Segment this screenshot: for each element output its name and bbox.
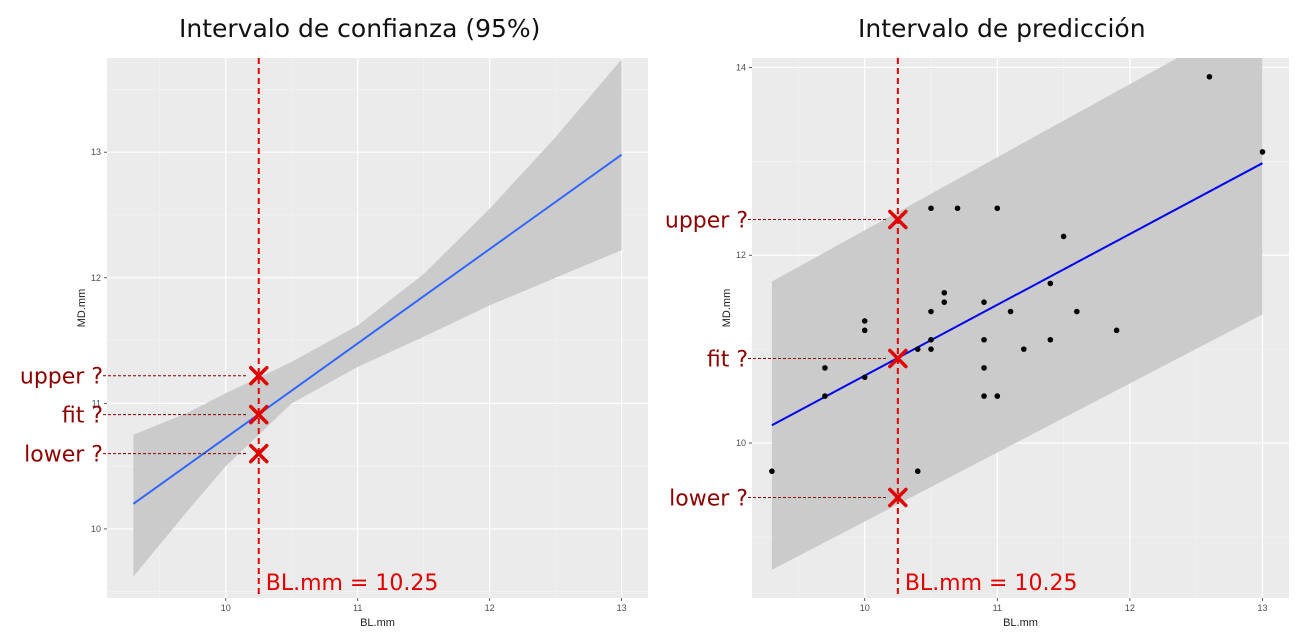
data-point — [1113, 327, 1120, 334]
reference-line-label: BL.mm = 10.25 — [905, 571, 1078, 596]
reference-line-label: BL.mm = 10.25 — [266, 571, 439, 596]
marker-x-lower — [888, 487, 908, 508]
data-point — [954, 205, 961, 212]
annotation-lower: lower ? — [24, 443, 103, 468]
data-point — [1047, 336, 1054, 343]
chart-panel-prediction: 10 11 12 13 10 12 14 BL.mm = 10.25 upper ? fit ? l… — [665, 58, 1289, 629]
y-axis-title: MD.mm — [76, 289, 88, 328]
y-axis-title: MD.mm — [721, 289, 733, 328]
data-point — [914, 468, 921, 475]
data-point — [981, 393, 987, 399]
y-tick-label: 10 — [91, 524, 101, 534]
data-point — [1206, 73, 1213, 80]
marker-x-fit — [888, 348, 908, 369]
plot-content-confidence — [132, 59, 623, 577]
data-point — [994, 393, 1001, 399]
x-tick-label: 13 — [1257, 603, 1267, 613]
data-point — [941, 299, 948, 305]
chart-title-prediction: Intervalo de predicción — [858, 14, 1146, 43]
data-point — [928, 308, 934, 315]
marker-x-fit — [248, 404, 269, 425]
marker-x-upper — [888, 209, 908, 230]
x-tick-label: 10 — [221, 603, 231, 613]
data-point — [994, 205, 1001, 212]
data-point — [861, 318, 868, 324]
regression-line — [132, 153, 623, 505]
data-point — [1047, 280, 1054, 287]
marker-x-lower — [248, 443, 269, 464]
chart-panel-confidence: 10 11 12 13 10 11 12 13 BL.mm = 10.25 upper ? fit … — [20, 58, 648, 629]
annotation-upper: upper ? — [20, 365, 103, 390]
data-point — [981, 365, 987, 371]
y-tick-label: 13 — [91, 147, 101, 157]
data-point — [1007, 308, 1014, 315]
prediction-band — [771, 58, 1263, 570]
data-point — [769, 468, 775, 475]
data-point — [822, 393, 828, 399]
data-point — [928, 346, 934, 352]
annotation-fit: fit ? — [62, 404, 103, 429]
data-point — [914, 346, 921, 352]
x-tick-label: 11 — [993, 603, 1002, 613]
x-tick-label: 13 — [617, 603, 627, 613]
y-tick-label: 11 — [92, 398, 101, 408]
y-tick-label: 10 — [736, 438, 746, 448]
x-axis-title: BL.mm — [1003, 617, 1038, 629]
x-axis-title: BL.mm — [360, 617, 395, 629]
y-tick-label: 14 — [736, 62, 746, 72]
x-tick-label: 10 — [860, 603, 870, 613]
data-point — [1259, 149, 1266, 155]
x-tick-label: 12 — [485, 603, 495, 613]
y-tick-label: 12 — [91, 273, 101, 283]
data-point — [822, 365, 828, 371]
annotation-fit: fit ? — [707, 348, 748, 373]
data-point — [1074, 308, 1080, 315]
annotation-lower: lower ? — [669, 487, 748, 512]
data-point — [941, 289, 948, 296]
data-point — [981, 299, 987, 305]
confidence-band — [133, 59, 622, 577]
x-tick-label: 12 — [1125, 603, 1135, 613]
data-point — [1021, 346, 1027, 352]
marker-x-upper — [248, 365, 269, 386]
data-point — [861, 327, 868, 334]
annotation-upper: upper ? — [665, 209, 748, 234]
x-tick-label: 11 — [353, 603, 362, 613]
data-point — [928, 336, 934, 343]
y-tick-label: 12 — [736, 250, 746, 260]
data-point — [1060, 233, 1067, 240]
data-point — [861, 374, 868, 381]
data-point — [928, 205, 934, 212]
plot-content-prediction — [769, 58, 1266, 570]
data-point — [981, 336, 987, 343]
regression-line — [771, 162, 1263, 427]
chart-title-confidence: Intervalo de confianza (95%) — [179, 14, 541, 43]
